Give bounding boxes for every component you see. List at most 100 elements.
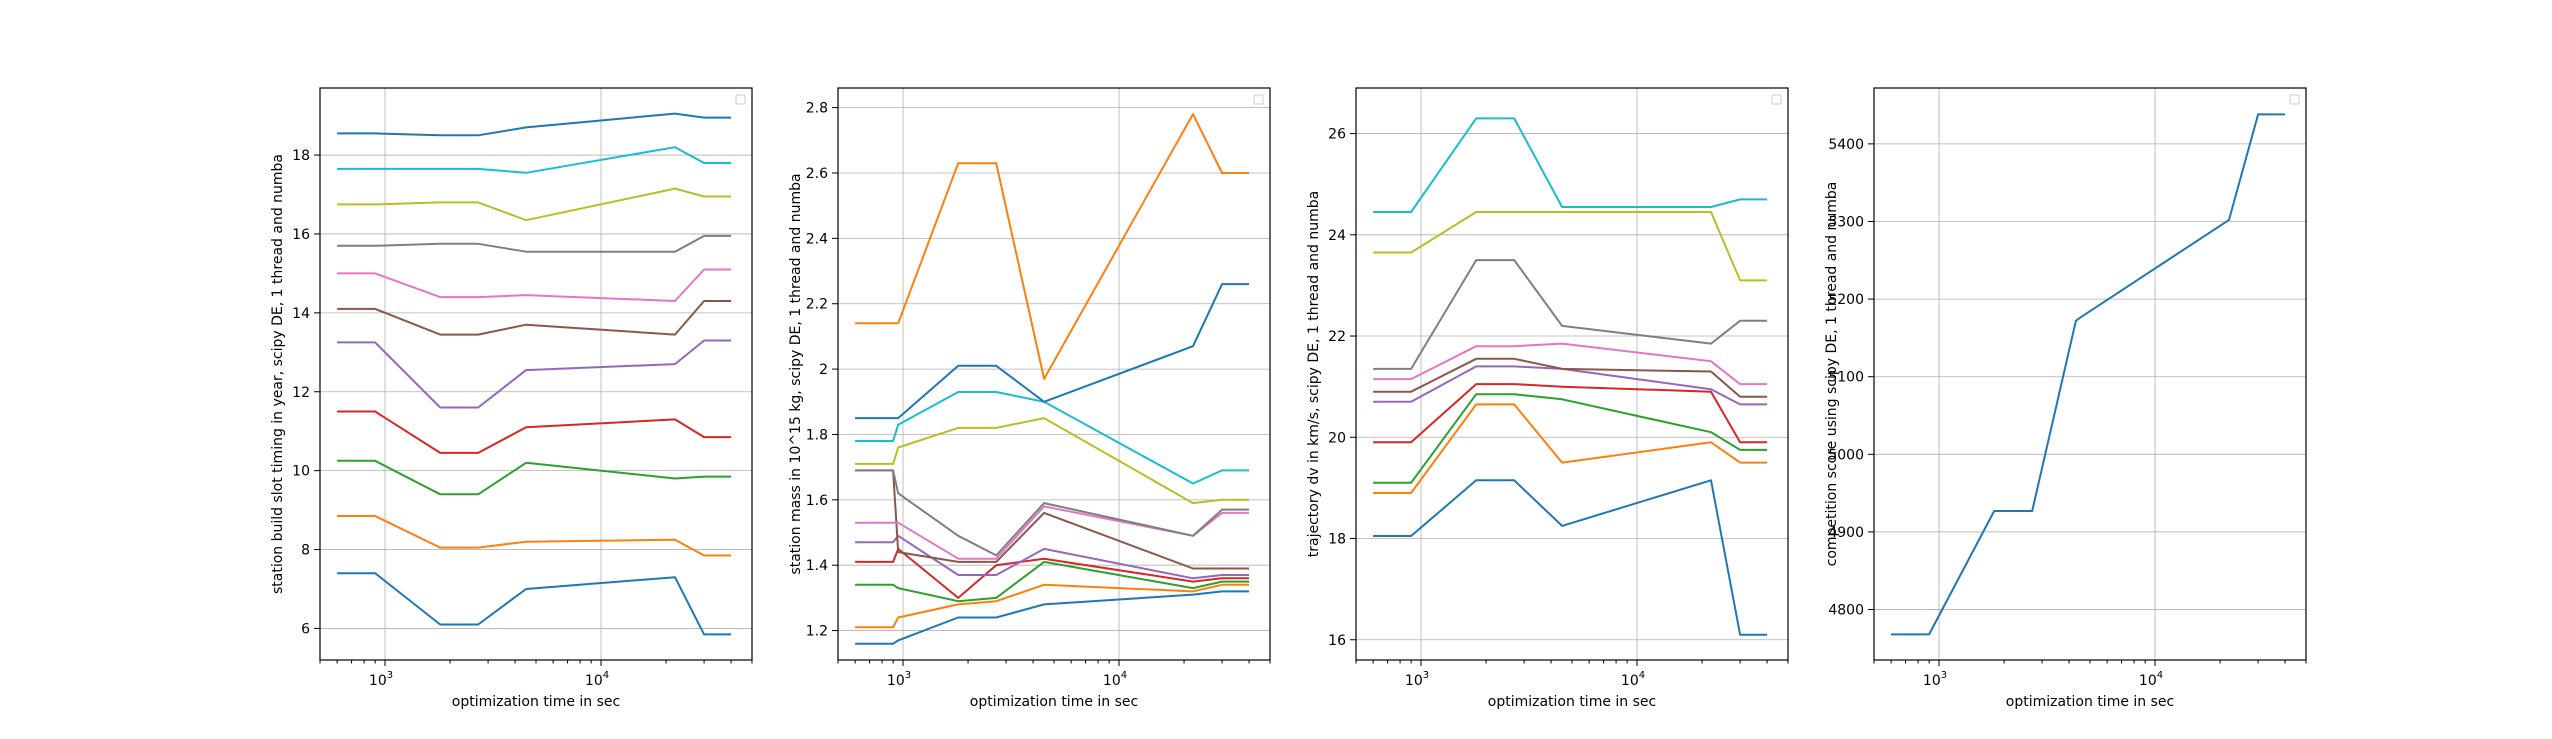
y-tick-label: 26 [1328,127,1346,143]
x-tick-label: 104 [1103,670,1127,689]
y-tick-label: 1.2 [806,624,828,640]
series-line-3 [337,410,732,454]
y-tick-label: 5100 [1828,370,1864,386]
series-line-7 [855,469,1250,557]
series-line-0 [337,572,732,636]
legend-box [1771,94,1782,105]
series-line-7 [1373,259,1768,370]
x-tick-label: 103 [1405,670,1429,689]
x-tick-label: 103 [887,670,911,689]
series-line-2 [1373,393,1768,484]
series-line-9 [855,391,1250,485]
chart-panel-build-slot-timing: 103 104 6 8 10 12 14 16 18 optimization time in s… [270,87,753,710]
series-line-1 [337,515,732,557]
series-group [855,113,1250,645]
y-tick-label: 2.6 [806,166,828,182]
series-line-4 [1373,365,1768,406]
series-group [337,112,732,636]
x-axis-label: optimization time in sec [970,694,1138,710]
series-line-1 [1373,403,1768,494]
series-line-0 [1373,479,1768,636]
y-tick-label: 4800 [1828,603,1864,619]
y-tick-label: 1.8 [806,427,828,443]
grid [1356,88,1788,660]
series-line-1 [855,583,1250,629]
y-tick-label: 5200 [1828,292,1864,308]
series-line-0 [1891,113,2286,636]
series-line-8 [337,187,732,222]
x-axis-label: optimization time in sec [1488,694,1656,710]
y-tick-label: 12 [292,385,310,401]
grid [320,88,752,660]
x-tick-label: 104 [585,670,609,689]
y-tick-label: 5000 [1828,447,1864,463]
series-line-6 [337,268,732,302]
x-tick-label: 104 [1621,670,1645,689]
y-axis-label: trajectory dv in km/s, scipy DE, 1 threa… [1306,191,1322,557]
y-axis-label: station build slot timing in year, scipy… [270,154,286,594]
grid [1874,88,2306,660]
legend-box [1253,94,1264,105]
series-line-10 [855,283,1250,420]
y-tick-label: 2.8 [806,101,828,117]
series-line-3 [855,547,1250,599]
y-tick-label: 22 [1328,329,1346,345]
series-line-4 [855,534,1250,580]
y-tick-label: 16 [1328,633,1346,649]
y-tick-label: 4900 [1828,525,1864,541]
x-tick-label: 104 [2139,670,2163,689]
axes-frame [1873,87,2307,661]
y-tick-label: 16 [292,227,310,243]
series-line-10 [337,112,732,137]
y-tick-label: 18 [292,148,310,164]
series-line-11 [855,113,1250,380]
y-tick-label: 2 [819,362,828,378]
series-line-2 [855,560,1250,603]
y-tick-label: 1.4 [806,558,828,574]
series-line-9 [1373,117,1768,213]
series-group [1891,113,2286,636]
x-axis-label: optimization time in sec [452,694,620,710]
chart-panel-station-mass: 103 104 1.2 1.4 1.6 1.8 2 2.2 2.4 2.6 2.8 optimizat… [788,87,1271,710]
y-tick-label: 10 [292,464,310,480]
series-line-6 [855,505,1250,560]
y-tick-label: 5300 [1828,214,1864,230]
y-tick-label: 20 [1328,430,1346,446]
legend-box [2289,94,2300,105]
series-line-5 [337,300,732,336]
chart-panel-competition-score: 103 104 4800 4900 5000 5100 5200 5300 5400 optimi… [1824,87,2307,710]
y-tick-label: 1.6 [806,493,828,509]
y-tick-label: 5400 [1828,137,1864,153]
series-line-9 [337,146,732,174]
chart-panel-trajectory-dv: 103 104 16 18 20 22 24 26 optimization time in s… [1306,87,1789,710]
y-tick-label: 2.4 [806,231,828,247]
y-tick-label: 6 [301,621,310,637]
y-axis-label: station mass in 10^15 kg, scipy DE, 1 th… [788,173,804,574]
y-tick-label: 8 [301,543,310,559]
axes-frame [837,87,1271,661]
legend-box [735,94,746,105]
y-tick-label: 24 [1328,228,1346,244]
y-axis-label: competition score using scipy DE, 1 thre… [1824,182,1840,567]
series-line-5 [1373,357,1768,398]
series-line-0 [855,590,1250,645]
series-line-7 [337,234,732,253]
series-line-3 [1373,383,1768,444]
y-tick-label: 2.2 [806,297,828,313]
x-tick-label: 103 [1923,670,1947,689]
series-line-4 [337,339,732,409]
y-tick-label: 18 [1328,532,1346,548]
x-tick-label: 103 [369,670,393,689]
series-line-5 [855,469,1250,570]
x-axis-label: optimization time in sec [2006,694,2174,710]
series-line-2 [337,459,732,496]
series-line-8 [1373,211,1768,282]
axes-frame [1355,87,1789,661]
y-tick-label: 14 [292,306,310,322]
series-group [1373,117,1768,636]
axes-frame [319,87,753,661]
series-line-6 [1373,342,1768,386]
series-line-8 [855,417,1250,505]
